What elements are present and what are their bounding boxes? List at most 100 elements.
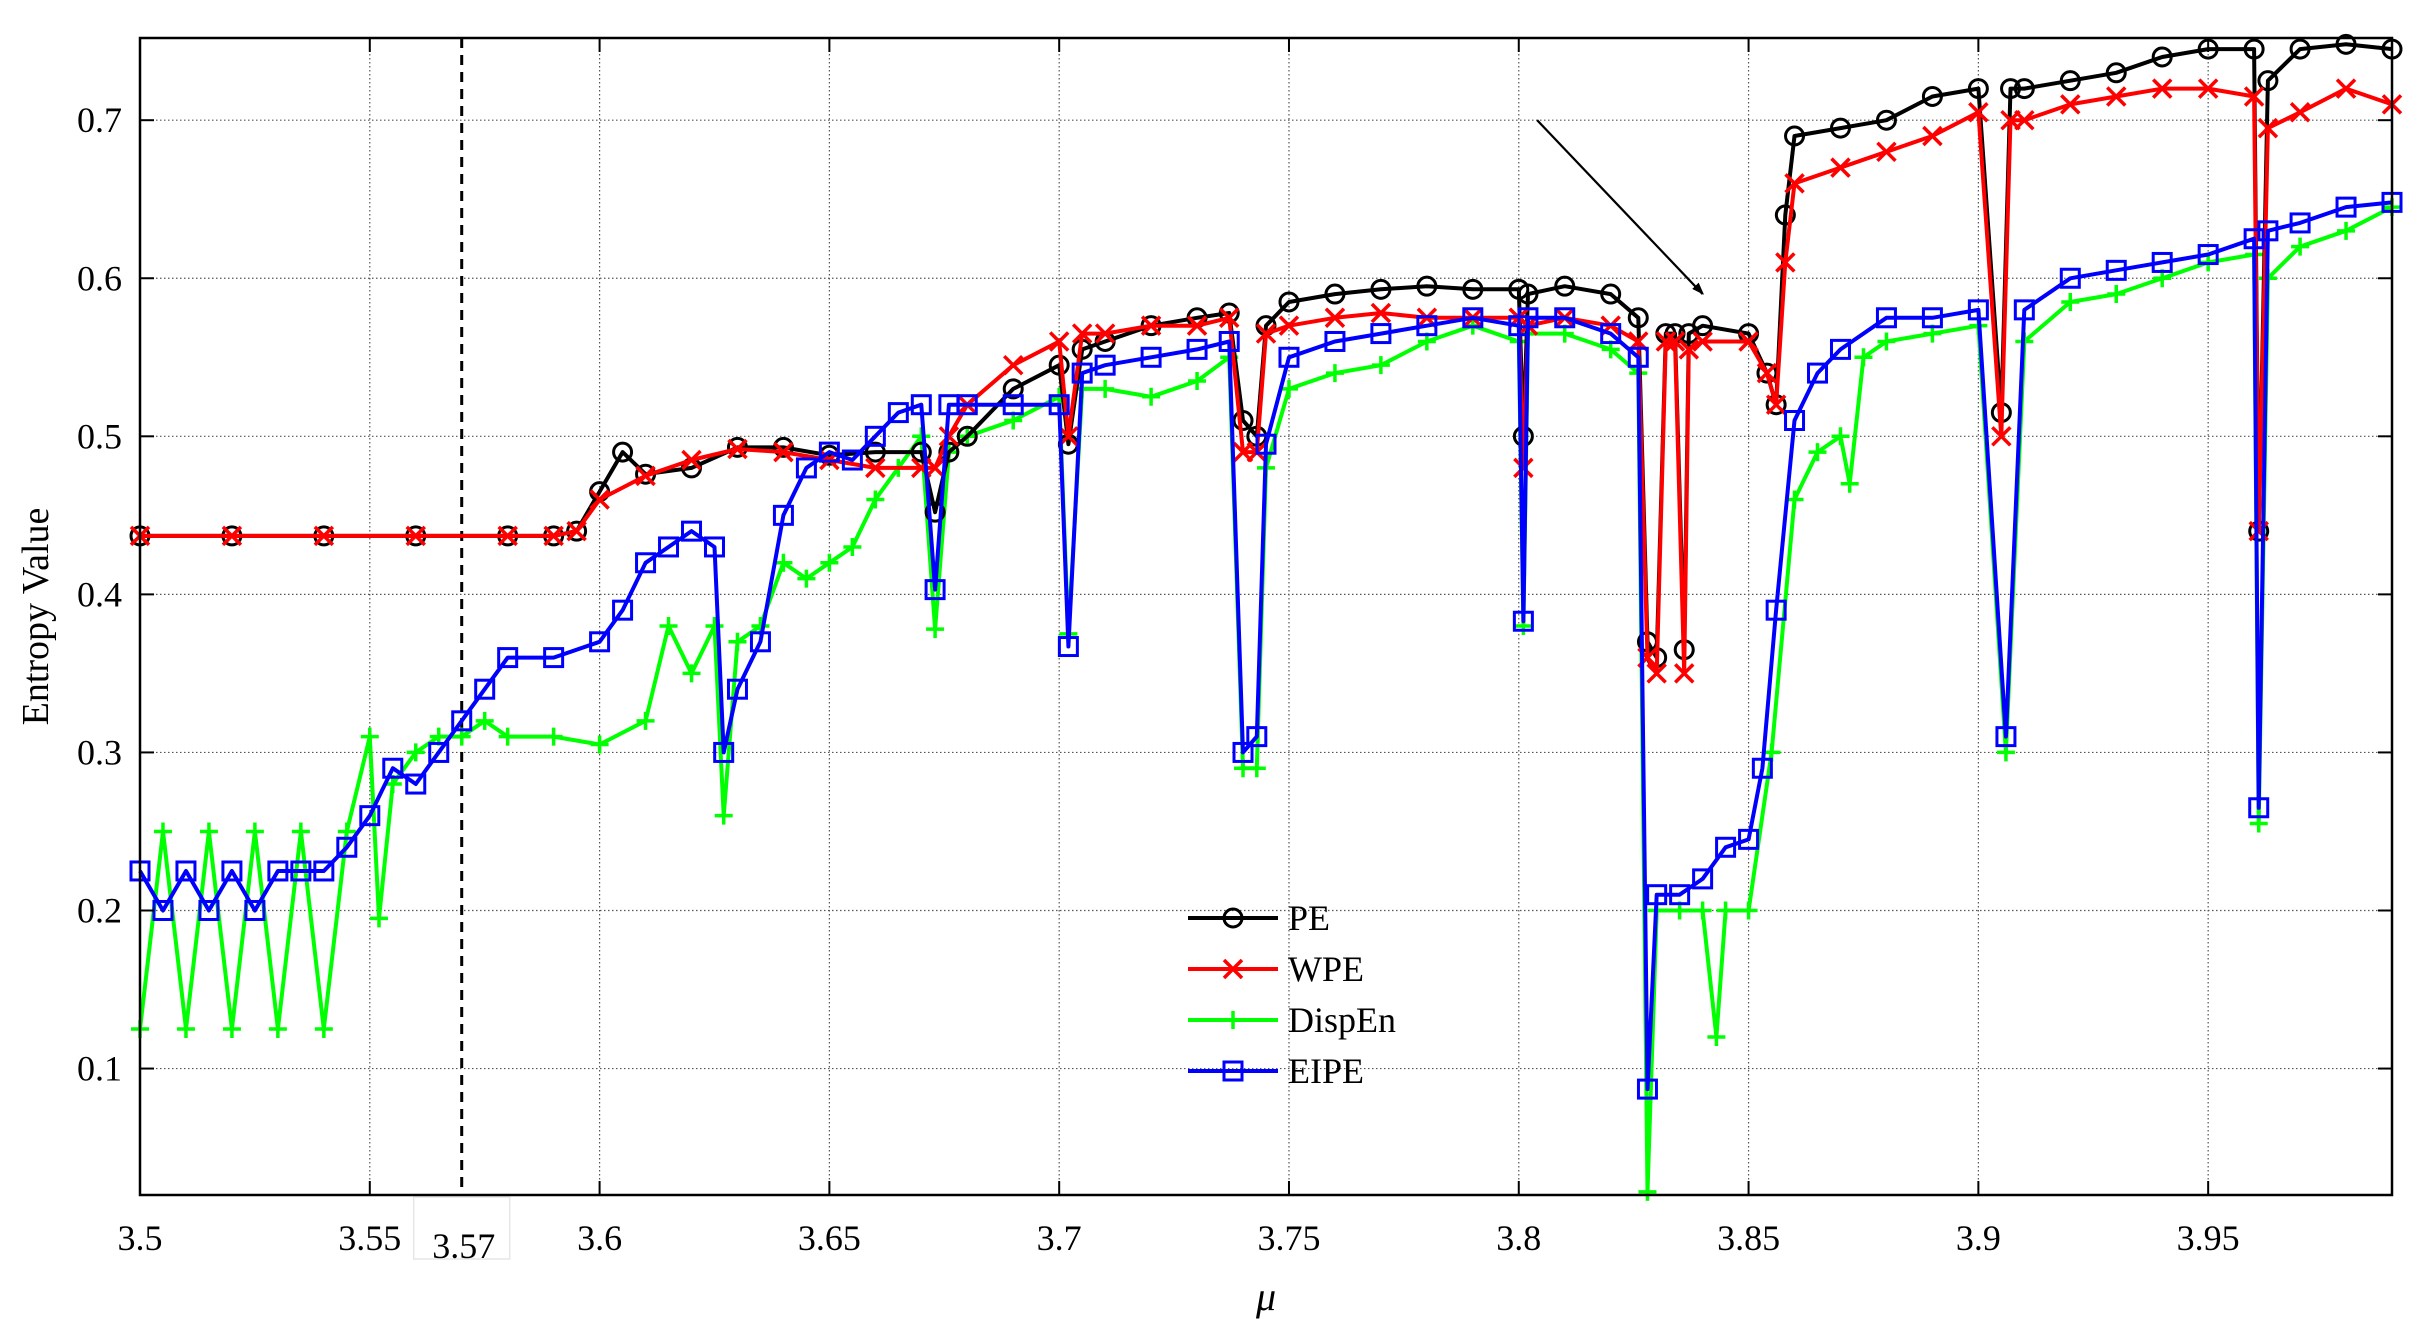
data-point: [2059, 267, 2081, 289]
data-point: [1462, 307, 1484, 329]
data-point: [1255, 323, 1277, 344]
data-point: [222, 1020, 241, 1039]
data-point: [1784, 125, 1806, 147]
data-point: [926, 620, 945, 639]
data-point: [658, 536, 680, 558]
grid-lines: [140, 38, 2392, 1195]
data-point: [703, 536, 725, 558]
data-point: [887, 402, 909, 424]
data-point: [2291, 237, 2310, 256]
data-point: [1967, 78, 1989, 100]
series-eipe: [129, 191, 2403, 1100]
data-point: [727, 438, 748, 460]
data-point: [659, 616, 678, 635]
data-point: [1002, 354, 1024, 376]
data-point: [2257, 70, 2279, 92]
data-point: [1096, 379, 1115, 398]
data-point: [1693, 901, 1712, 920]
x-tick-label: 3.5: [118, 1218, 163, 1258]
data-point: [291, 822, 310, 841]
data-point: [1002, 378, 1024, 400]
data-point: [336, 836, 358, 858]
data-point: [1462, 278, 1484, 300]
data-point: [1921, 85, 1943, 107]
data-point: [772, 504, 794, 526]
data-point: [841, 449, 863, 471]
data-point: [1057, 636, 1079, 658]
data-point: [1370, 323, 1392, 345]
data-point: [2105, 259, 2127, 281]
data-point: [1678, 339, 1700, 360]
data-point: [2243, 38, 2265, 60]
y-tick-label: 0.7: [77, 100, 122, 140]
data-point: [1370, 302, 1392, 324]
threshold-label: 3.57: [432, 1226, 495, 1266]
data-point: [590, 735, 609, 754]
data-point: [956, 394, 978, 416]
data-point: [635, 552, 657, 574]
data-point: [314, 1020, 333, 1039]
legend-label: WPE: [1288, 949, 1364, 989]
data-point: [428, 741, 450, 763]
x-tick-label: 3.9: [1956, 1218, 2001, 1258]
data-point: [1738, 828, 1760, 850]
data-point: [221, 525, 243, 547]
data-point: [245, 822, 264, 841]
data-point: [1218, 307, 1240, 329]
data-point: [2000, 78, 2022, 100]
legend-marker: [1222, 1060, 1244, 1082]
data-point: [726, 678, 748, 700]
data-point: [2335, 33, 2357, 55]
data-point: [268, 1020, 287, 1039]
data-point: [1278, 346, 1300, 368]
data-point: [1921, 307, 1943, 329]
data-point: [681, 520, 703, 542]
legend-label: EIPE: [1288, 1051, 1364, 1091]
data-point: [1512, 610, 1534, 632]
data-point: [2337, 221, 2356, 240]
data-point: [1692, 315, 1714, 337]
data-point: [244, 899, 266, 921]
x-tick-label: 3.8: [1496, 1218, 1541, 1258]
data-point: [726, 436, 748, 458]
data-point: [451, 710, 473, 732]
x-tick-label: 3.75: [1257, 1218, 1320, 1258]
data-point: [1831, 427, 1850, 446]
data-point: [1186, 338, 1208, 360]
data-point: [1094, 323, 1116, 344]
data-point: [1967, 299, 1989, 321]
data-point: [1716, 901, 1735, 920]
data-point: [1636, 1078, 1658, 1100]
y-tick-label: 0.1: [77, 1049, 122, 1089]
data-point: [1739, 901, 1758, 920]
data-point: [924, 579, 946, 601]
data-point: [1664, 331, 1686, 352]
data-point: [1808, 443, 1827, 462]
data-point: [1807, 362, 1829, 384]
data-point: [1071, 362, 1093, 384]
data-point: [1784, 410, 1806, 432]
data-point: [2289, 212, 2311, 234]
y-tick-label: 0.4: [77, 574, 122, 614]
data-point: [820, 553, 839, 572]
x-axis-label: μ: [1255, 1274, 1276, 1319]
data-point: [1416, 275, 1438, 297]
data-point: [1829, 117, 1851, 139]
data-point: [313, 860, 335, 882]
data-point: [713, 741, 735, 763]
data-point: [2061, 292, 2080, 311]
data-point: [2151, 46, 2173, 68]
data-point: [1707, 1027, 1726, 1046]
data-point: [543, 525, 564, 547]
data-point: [359, 805, 381, 827]
data-point: [1840, 474, 1859, 493]
data-point: [2257, 220, 2279, 242]
legend-label: DispEn: [1288, 1000, 1396, 1040]
data-point: [1416, 315, 1438, 337]
legend-marker: [1222, 958, 1244, 980]
data-point: [797, 569, 816, 588]
data-point: [405, 773, 427, 795]
data-point: [1246, 726, 1268, 748]
data-point: [1247, 759, 1266, 778]
